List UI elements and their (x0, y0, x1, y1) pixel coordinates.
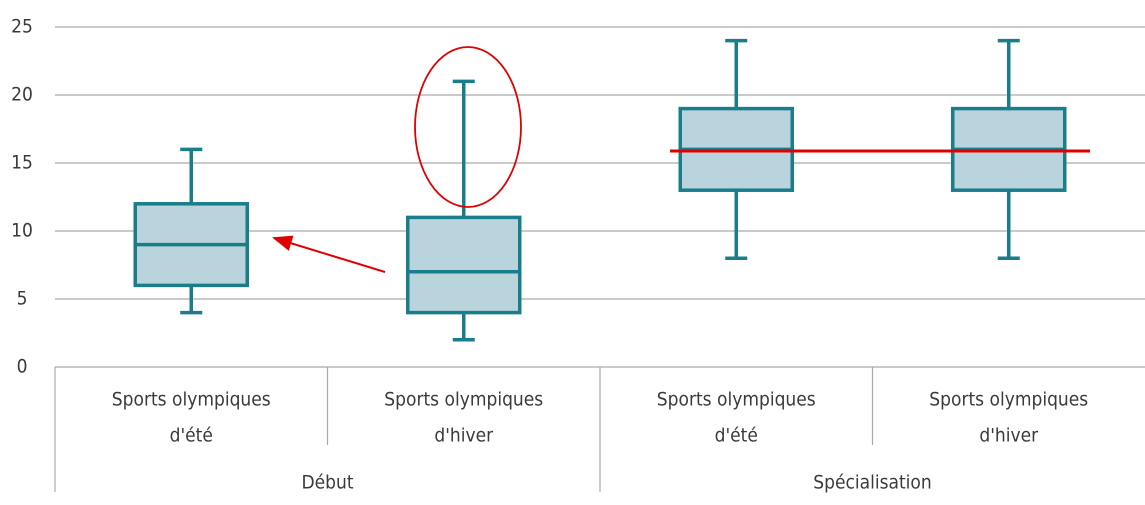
annotation-arrow (272, 235, 386, 273)
box (406, 215, 522, 315)
y-tick-label: 25 (11, 16, 33, 38)
plot: 0 5 10 15 20 25 Sports olympiques d'été Sports o… (11, 16, 1145, 494)
y-tick-label: 10 (11, 220, 33, 242)
x-tick-label: d'hiver (979, 425, 1039, 447)
group-label: Début (301, 472, 353, 494)
y-tick-label: 0 (17, 356, 28, 378)
highlight-ellipse (414, 46, 522, 208)
x-tick-label: d'été (170, 425, 213, 447)
x-tick-label: Sports olympiques (384, 389, 543, 411)
x-tick-label: Sports olympiques (929, 389, 1088, 411)
x-tick-label: d'hiver (434, 425, 494, 447)
y-tick-label: 20 (11, 84, 33, 106)
x-tick-label: d'été (715, 425, 758, 447)
y-tick-label: 15 (11, 152, 33, 174)
y-tick-label: 5 (17, 288, 28, 310)
group-label: Spécialisation (813, 472, 931, 494)
x-tick-label: Sports olympiques (112, 389, 271, 411)
x-tick-label: Sports olympiques (657, 389, 816, 411)
